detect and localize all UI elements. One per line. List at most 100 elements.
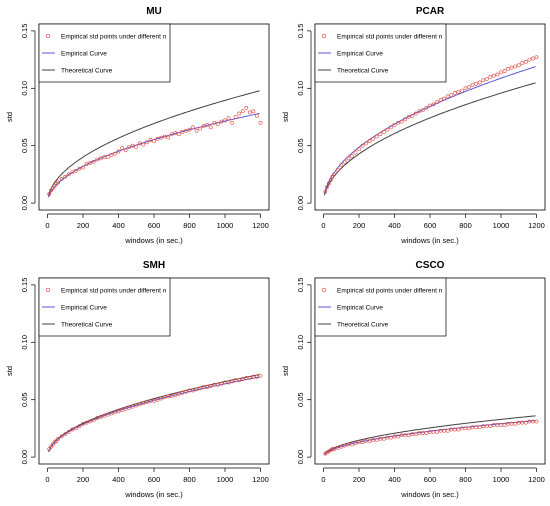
empirical-curve (324, 420, 536, 456)
data-point (424, 105, 429, 110)
data-point (502, 423, 507, 427)
data-point (52, 183, 57, 188)
data-point (350, 154, 354, 158)
data-point (251, 109, 256, 114)
data-point (244, 105, 249, 110)
data-point (159, 135, 164, 140)
data-point (134, 144, 139, 149)
data-point (527, 57, 532, 62)
x-tick-label: 800 (183, 221, 196, 230)
data-point (98, 415, 103, 419)
data-point (516, 63, 521, 68)
legend-box (314, 277, 447, 337)
data-point (364, 439, 369, 443)
data-point (59, 177, 64, 181)
panel-csco: CSCO 0 200 400 600 800 1000 1200 windows (in sec… (281, 260, 546, 499)
theoretical-curve (324, 415, 536, 455)
legend-box (314, 23, 447, 83)
legend-marker-points (45, 33, 51, 39)
data-point (346, 156, 351, 161)
data-point (237, 378, 242, 383)
data-point (81, 165, 85, 170)
data-point (148, 398, 153, 403)
data-point (474, 81, 479, 86)
data-point (399, 433, 404, 438)
x-tick-label: 0 (321, 221, 325, 230)
data-point (120, 146, 124, 150)
data-point (474, 425, 479, 430)
data-point (123, 148, 128, 153)
data-point (360, 143, 365, 148)
data-point (406, 433, 411, 438)
data-point (342, 159, 347, 164)
x-tick-label: 1200 (528, 475, 545, 484)
data-point (323, 189, 328, 194)
x-tick-label: 400 (388, 475, 401, 484)
data-point (201, 124, 206, 129)
data-point (353, 150, 358, 155)
data-point (141, 142, 146, 147)
data-point (95, 157, 100, 162)
data-point (255, 374, 259, 379)
data-point (226, 380, 231, 385)
data-point (463, 426, 468, 431)
data-point (357, 440, 361, 445)
legend-label: Theoretical Curve (337, 322, 389, 329)
y-axis-label: std (5, 112, 14, 122)
chart-title: PCAR (416, 6, 445, 17)
data-point (491, 423, 496, 427)
panel-mu: MU 0 200 400 600 800 1000 1200 windows (in sec.)… (5, 6, 270, 245)
x-axis-label: windows (in sec.) (400, 236, 459, 245)
data-point (176, 132, 181, 137)
legend-label: Empirical Curve (337, 305, 383, 312)
legend-label: Theoretical Curve (61, 322, 113, 329)
data-point (332, 172, 337, 177)
x-tick-label: 0 (45, 221, 49, 230)
data-point (342, 443, 347, 448)
data-point (484, 77, 489, 82)
data-point (230, 379, 234, 384)
data-point (91, 418, 96, 423)
data-point (378, 132, 383, 137)
data-point (74, 169, 78, 173)
data-point (523, 420, 528, 425)
data-point (396, 434, 400, 439)
data-point (184, 389, 188, 394)
data-point (205, 123, 210, 127)
data-point (116, 149, 121, 154)
y-tick-label: 0.10 (296, 335, 305, 350)
legend-box (38, 23, 171, 83)
data-point (66, 172, 71, 177)
data-point (330, 174, 335, 179)
data-point (332, 447, 337, 451)
data-point (424, 431, 429, 435)
data-point (212, 382, 217, 387)
data-point (237, 111, 242, 116)
theoretical-curve (47, 374, 260, 452)
data-point (244, 375, 249, 380)
data-point (109, 411, 114, 416)
data-point (191, 125, 195, 130)
data-point (91, 159, 96, 164)
data-point (410, 432, 415, 437)
x-tick-label: 400 (112, 221, 125, 230)
legend-marker-points (45, 287, 51, 293)
legend-marker-points (321, 287, 327, 293)
y-tick-label: 0.10 (20, 335, 29, 350)
y-tick-label: 0.00 (296, 450, 305, 465)
data-point (141, 401, 146, 406)
data-point (438, 428, 443, 433)
data-point (88, 161, 93, 165)
data-point (374, 437, 379, 442)
data-point (84, 162, 89, 166)
data-point (105, 155, 110, 160)
data-point (392, 123, 397, 127)
x-tick-label: 1000 (493, 221, 510, 230)
data-point (63, 174, 68, 179)
y-tick-label: 0.05 (296, 138, 305, 153)
data-point (420, 108, 425, 113)
data-point (251, 374, 256, 379)
x-tick-label: 0 (45, 475, 49, 484)
x-tick-label: 200 (353, 221, 366, 230)
legend-label: Empirical Curve (61, 305, 107, 312)
